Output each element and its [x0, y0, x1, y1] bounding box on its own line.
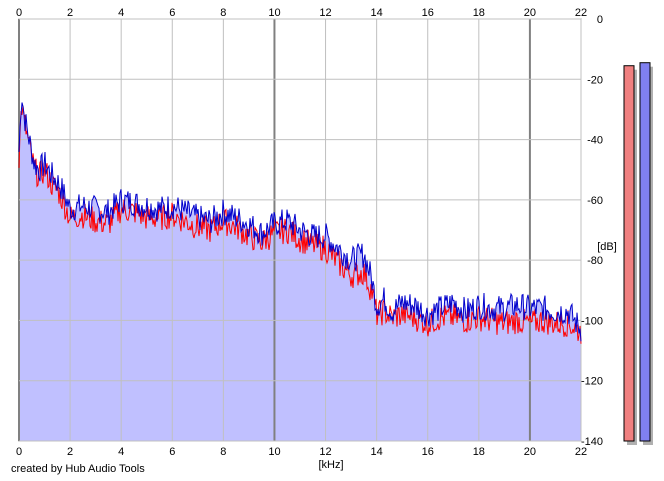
x-tick-label-top: 12 — [319, 7, 331, 19]
x-tick-label-bottom: 6 — [169, 446, 175, 458]
x-tick-label-bottom: 22 — [575, 446, 587, 458]
y-tick-label: -20 — [587, 74, 603, 86]
x-tick-label-bottom: 4 — [118, 446, 124, 458]
x-tick-label-bottom: 16 — [422, 446, 434, 458]
x-tick-label-top: 14 — [371, 7, 383, 19]
x-axis-bottom: 0 2 4 6 8 10 12 14 16 18 20 22 — [16, 446, 587, 458]
y-axis-label: [dB] — [597, 241, 617, 253]
x-tick-label-bottom: 0 — [16, 446, 22, 458]
level-meter-r — [639, 62, 651, 442]
x-tick-label-top: 0 — [16, 7, 22, 19]
x-tick-label-bottom: 10 — [268, 446, 280, 458]
x-tick-label-bottom: 8 — [220, 446, 226, 458]
level-meters — [623, 62, 653, 445]
x-tick-label-top: 2 — [67, 7, 73, 19]
x-tick-label-bottom: 2 — [67, 446, 73, 458]
y-tick-label: -80 — [587, 255, 603, 267]
grid — [18, 18, 582, 442]
x-tick-label-bottom: 18 — [473, 446, 485, 458]
series-blue-line — [18, 102, 582, 342]
x-tick-label-top: 22 — [575, 7, 587, 19]
spectrum-fill — [19, 102, 581, 441]
x-axis-top: 0 2 4 6 8 10 12 14 16 18 20 22 — [16, 7, 587, 19]
y-axis-right: 0 -20 -40 -60 -80 -100 -120 -140 — [581, 14, 603, 448]
x-axis-label: [kHz] — [318, 459, 343, 471]
y-tick-label: -40 — [587, 135, 603, 147]
x-tick-label-bottom: 12 — [319, 446, 331, 458]
y-tick-label: 0 — [597, 14, 603, 26]
y-tick-label: -120 — [581, 376, 603, 388]
x-tick-label-top: 10 — [268, 7, 280, 19]
y-tick-label: -140 — [581, 436, 603, 448]
x-tick-label-top: 4 — [118, 7, 124, 19]
x-tick-label-top: 16 — [422, 7, 434, 19]
x-tick-label-top: 6 — [169, 7, 175, 19]
level-meter-l — [623, 65, 635, 442]
x-tick-label-top: 18 — [473, 7, 485, 19]
x-tick-label-bottom: 14 — [371, 446, 383, 458]
x-tick-label-bottom: 20 — [524, 446, 536, 458]
credit-text: created by Hub Audio Tools — [11, 463, 145, 475]
spectrum-fill-area — [19, 102, 581, 441]
x-tick-label-top: 8 — [220, 7, 226, 19]
y-tick-label: -60 — [587, 195, 603, 207]
y-tick-label: -100 — [581, 315, 603, 327]
x-tick-label-top: 20 — [524, 7, 536, 19]
series-layer — [18, 102, 582, 344]
